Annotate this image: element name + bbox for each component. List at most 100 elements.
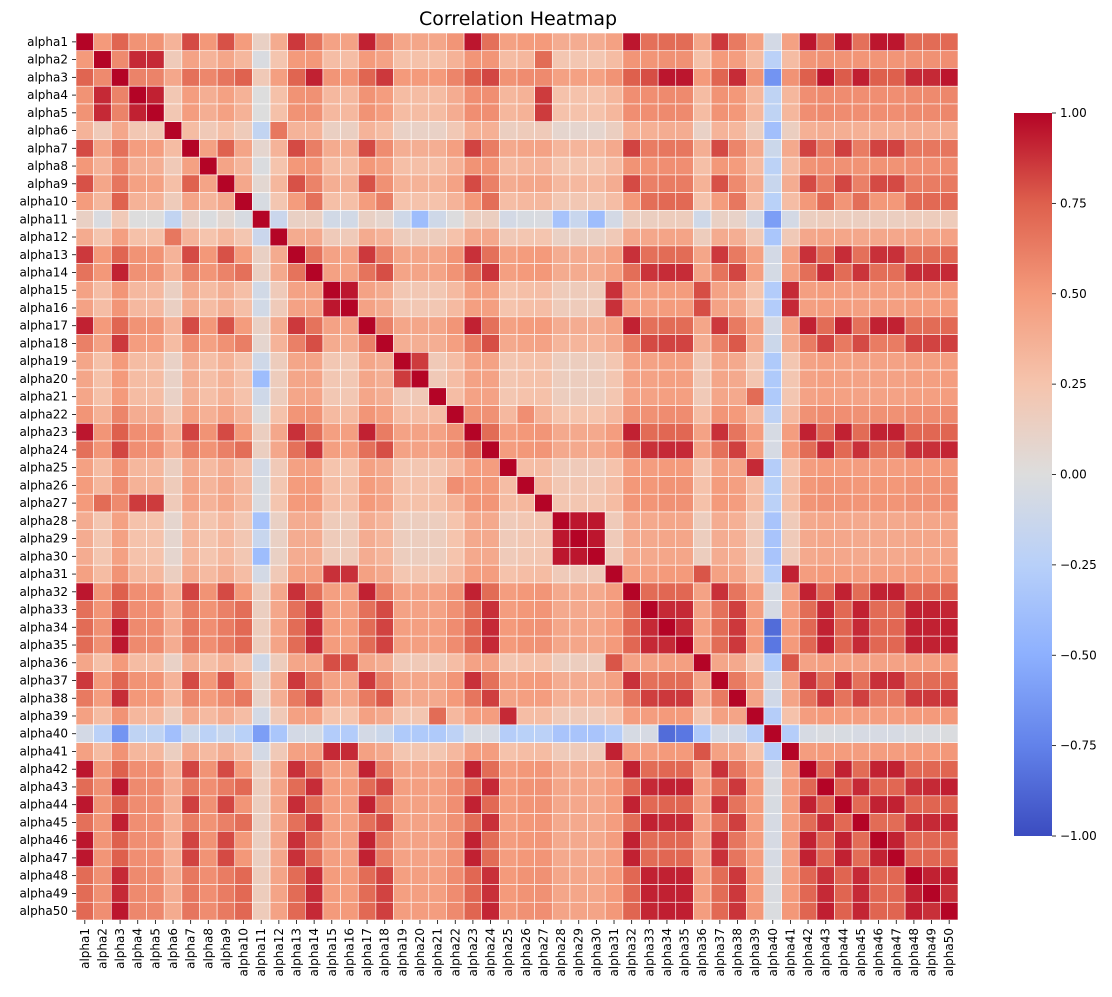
heatmap-cell: [569, 742, 588, 761]
heatmap-cell: [446, 830, 465, 850]
heatmap-cell: [763, 529, 782, 548]
heatmap-cell: [499, 830, 518, 850]
heatmap-cell: [357, 901, 377, 921]
heatmap-cell: [499, 901, 518, 921]
heatmap-cell: [375, 334, 394, 353]
heatmap-cell: [393, 901, 412, 921]
heatmap-cell: [446, 529, 465, 548]
heatmap-cell: [340, 795, 359, 814]
heatmap-cell: [728, 440, 747, 460]
colorbar-tick-label: −0.50: [1060, 648, 1097, 662]
heatmap-cell: [622, 156, 641, 176]
heatmap-cell: [340, 298, 359, 318]
column-tick-label: alpha46: [872, 928, 886, 977]
heatmap-cell: [869, 901, 888, 921]
heatmap-cell: [693, 742, 712, 761]
heatmap-cell: [269, 884, 288, 903]
heatmap-cell: [357, 582, 377, 601]
heatmap-cell: [551, 582, 571, 601]
heatmap-cell: [675, 316, 694, 335]
heatmap-cell: [110, 635, 130, 655]
heatmap-cell: [199, 706, 218, 726]
heatmap-cell: [763, 156, 782, 176]
heatmap-cell: [604, 476, 624, 495]
heatmap-cell: [128, 458, 147, 477]
heatmap-cell: [93, 901, 112, 921]
heatmap-cell: [481, 653, 500, 672]
heatmap-cell: [216, 369, 236, 389]
heatmap-cell: [922, 618, 941, 637]
heatmap-cell: [640, 316, 659, 335]
heatmap-cell: [357, 653, 377, 672]
heatmap-cell: [534, 263, 553, 282]
heatmap-cell: [357, 813, 377, 832]
heatmap-cell: [269, 777, 288, 797]
heatmap-cell: [763, 85, 782, 105]
heatmap-cells: [75, 32, 959, 921]
heatmap-cell: [851, 316, 871, 335]
heatmap-cell: [516, 139, 535, 158]
heatmap-cell: [375, 387, 394, 406]
heatmap-cell: [93, 777, 112, 797]
heatmap-cell: [781, 795, 800, 814]
heatmap-cell: [657, 547, 677, 566]
heatmap-cell: [922, 245, 941, 264]
heatmap-cell: [798, 742, 818, 761]
heatmap-cell: [375, 547, 394, 566]
heatmap-cell: [322, 405, 341, 424]
heatmap-cell: [252, 369, 271, 389]
heatmap-cell: [322, 795, 341, 814]
heatmap-cell: [163, 458, 183, 477]
heatmap-cell: [887, 32, 906, 52]
heatmap-cell: [587, 866, 606, 885]
heatmap-cell: [446, 706, 465, 726]
heatmap-cell: [763, 511, 782, 531]
heatmap-cell: [446, 724, 465, 743]
heatmap-cell: [375, 635, 394, 655]
heatmap-cell: [340, 85, 359, 105]
heatmap-cell: [305, 795, 324, 814]
heatmap-cell: [904, 422, 924, 442]
heatmap-cell: [305, 174, 324, 193]
heatmap-cell: [216, 210, 236, 229]
heatmap-cell: [604, 174, 624, 193]
heatmap-cell: [922, 493, 941, 513]
heatmap-cell: [393, 635, 412, 655]
heatmap-cell: [534, 706, 553, 726]
heatmap-cell: [181, 493, 200, 513]
row-tick-label: alpha5: [27, 106, 68, 120]
colorbar-tick-label: 0.50: [1060, 287, 1087, 301]
heatmap-cell: [763, 671, 782, 690]
heatmap-cell: [499, 298, 518, 318]
heatmap-cell: [922, 848, 941, 868]
heatmap-cell: [446, 901, 465, 921]
heatmap-cell: [110, 50, 130, 69]
heatmap-cell: [199, 689, 218, 708]
heatmap-cell: [252, 689, 271, 708]
heatmap-cell: [798, 884, 818, 903]
heatmap-cell: [746, 866, 765, 885]
heatmap-cell: [322, 813, 341, 832]
heatmap-cell: [357, 547, 377, 566]
heatmap-cell: [410, 68, 430, 87]
heatmap-cell: [216, 298, 236, 318]
heatmap-cell: [499, 476, 518, 495]
heatmap-cell: [93, 600, 112, 619]
heatmap-cell: [922, 405, 941, 424]
heatmap-cell: [410, 689, 430, 708]
heatmap-cell: [834, 635, 853, 655]
heatmap-cell: [922, 298, 941, 318]
heatmap-cell: [181, 777, 200, 797]
heatmap-cell: [675, 245, 694, 264]
heatmap-cell: [252, 422, 271, 442]
heatmap-cell: [693, 298, 712, 318]
heatmap-cell: [75, 742, 94, 761]
heatmap-cell: [746, 742, 765, 761]
heatmap-cell: [869, 760, 888, 779]
heatmap-cell: [93, 32, 112, 52]
heatmap-cell: [181, 706, 200, 726]
heatmap-cell: [287, 422, 306, 442]
heatmap-cell: [410, 600, 430, 619]
heatmap-cell: [781, 245, 800, 264]
heatmap-cell: [710, 139, 729, 158]
